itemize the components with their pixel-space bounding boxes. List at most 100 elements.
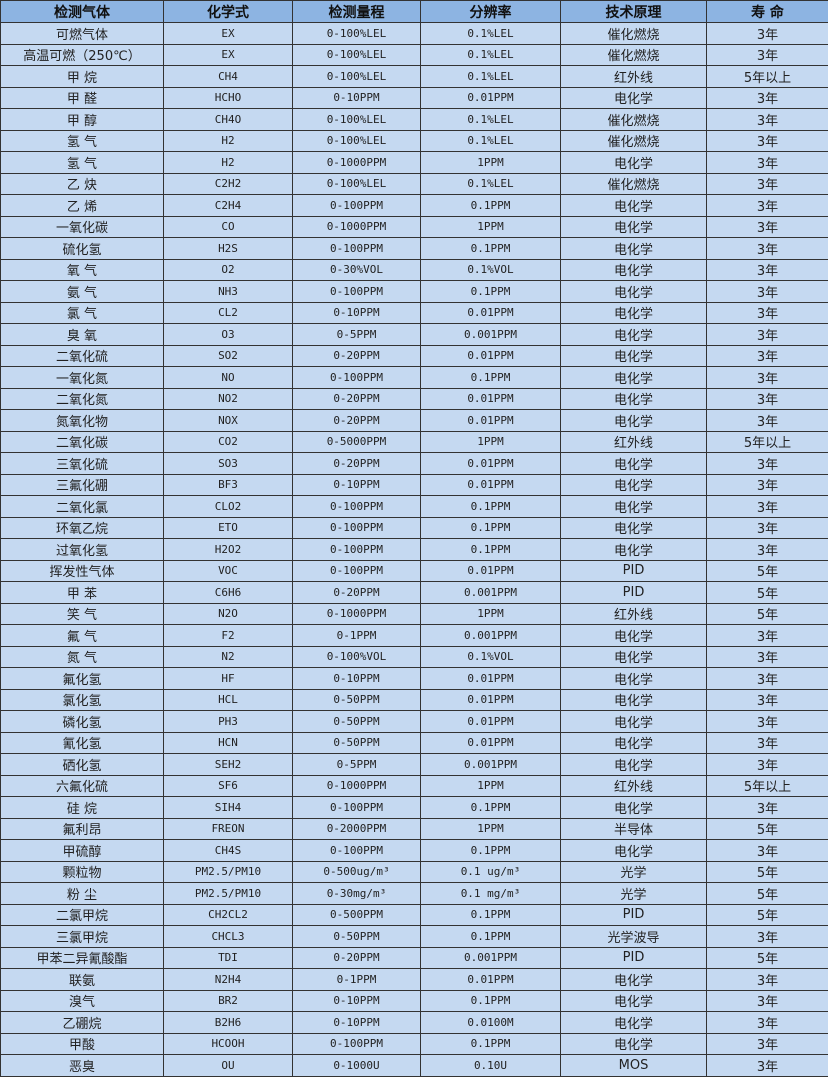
cell-gas-name: 氮 气 [1,646,164,668]
cell-resolution: 0.1PPM [421,496,561,518]
cell-principle: PID [561,582,707,604]
cell-principle: 电化学 [561,367,707,389]
cell-lifetime: 3年 [707,1033,828,1055]
cell-lifetime: 5年 [707,861,828,883]
cell-gas-name: 氟 气 [1,625,164,647]
cell-range: 0-100PPM [293,195,421,217]
cell-gas-name: 氢 气 [1,130,164,152]
cell-gas-name: 溴气 [1,990,164,1012]
cell-gas-name: 笑 气 [1,603,164,625]
cell-principle: 催化燃烧 [561,109,707,131]
cell-lifetime: 3年 [707,797,828,819]
cell-lifetime: 3年 [707,109,828,131]
cell-resolution: 0.01PPM [421,732,561,754]
cell-formula: SIH4 [164,797,293,819]
cell-principle: 电化学 [561,646,707,668]
cell-principle: 半导体 [561,818,707,840]
cell-gas-name: 颗粒物 [1,861,164,883]
cell-range: 0-30mg/m³ [293,883,421,905]
cell-range: 0-100PPM [293,560,421,582]
cell-range: 0-100%VOL [293,646,421,668]
cell-gas-name: 乙硼烷 [1,1012,164,1034]
cell-principle: 催化燃烧 [561,130,707,152]
cell-formula: BR2 [164,990,293,1012]
header-range: 检测量程 [293,1,421,23]
cell-range: 0-20PPM [293,388,421,410]
cell-lifetime: 5年 [707,947,828,969]
cell-lifetime: 3年 [707,238,828,260]
cell-formula: HCN [164,732,293,754]
cell-gas-name: 三氯甲烷 [1,926,164,948]
header-gas: 检测气体 [1,1,164,23]
cell-lifetime: 3年 [707,44,828,66]
cell-lifetime: 3年 [707,87,828,109]
cell-resolution: 0.001PPM [421,625,561,647]
cell-lifetime: 3年 [707,23,828,45]
cell-gas-name: 环氧乙烷 [1,517,164,539]
cell-gas-name: 过氧化氢 [1,539,164,561]
cell-gas-name: 甲硫醇 [1,840,164,862]
cell-principle: PID [561,947,707,969]
cell-resolution: 0.001PPM [421,947,561,969]
cell-range: 0-20PPM [293,453,421,475]
cell-formula: F2 [164,625,293,647]
cell-lifetime: 3年 [707,496,828,518]
cell-principle: 电化学 [561,302,707,324]
cell-formula: C2H4 [164,195,293,217]
cell-formula: NO2 [164,388,293,410]
cell-lifetime: 3年 [707,668,828,690]
cell-formula: SO3 [164,453,293,475]
cell-gas-name: 甲 苯 [1,582,164,604]
cell-range: 0-5PPM [293,754,421,776]
cell-range: 0-100PPM [293,539,421,561]
cell-principle: 光学 [561,861,707,883]
cell-lifetime: 5年 [707,603,828,625]
cell-resolution: 0.0100M [421,1012,561,1034]
cell-range: 0-100PPM [293,367,421,389]
cell-range: 0-50PPM [293,926,421,948]
cell-range: 0-100%LEL [293,44,421,66]
cell-resolution: 0.01PPM [421,689,561,711]
cell-range: 0-100%LEL [293,130,421,152]
cell-resolution: 0.1%LEL [421,66,561,88]
cell-formula: ETO [164,517,293,539]
cell-principle: 电化学 [561,388,707,410]
cell-lifetime: 3年 [707,517,828,539]
cell-lifetime: 3年 [707,474,828,496]
cell-gas-name: 乙 烯 [1,195,164,217]
cell-resolution: 0.1%LEL [421,173,561,195]
cell-formula: H2O2 [164,539,293,561]
cell-principle: 电化学 [561,238,707,260]
cell-formula: CH4O [164,109,293,131]
cell-lifetime: 3年 [707,1055,828,1077]
cell-lifetime: 3年 [707,840,828,862]
cell-principle: 电化学 [561,797,707,819]
cell-gas-name: 二氧化碳 [1,431,164,453]
cell-gas-name: 硒化氢 [1,754,164,776]
cell-lifetime: 3年 [707,345,828,367]
cell-principle: 红外线 [561,603,707,625]
cell-formula: BF3 [164,474,293,496]
cell-principle: MOS [561,1055,707,1077]
cell-gas-name: 挥发性气体 [1,560,164,582]
cell-resolution: 0.01PPM [421,302,561,324]
cell-principle: 电化学 [561,969,707,991]
cell-formula: CH4 [164,66,293,88]
cell-formula: CLO2 [164,496,293,518]
cell-principle: 红外线 [561,66,707,88]
cell-range: 0-10PPM [293,1012,421,1034]
cell-formula: N2H4 [164,969,293,991]
cell-gas-name: 硫化氢 [1,238,164,260]
cell-formula: SO2 [164,345,293,367]
